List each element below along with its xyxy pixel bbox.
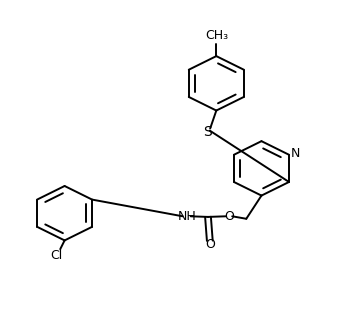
Text: O: O bbox=[224, 210, 234, 223]
Text: S: S bbox=[203, 124, 211, 139]
Text: NH: NH bbox=[178, 210, 197, 223]
Text: CH₃: CH₃ bbox=[205, 29, 228, 42]
Text: N: N bbox=[291, 147, 300, 160]
Text: Cl: Cl bbox=[51, 249, 63, 262]
Text: O: O bbox=[205, 238, 215, 251]
